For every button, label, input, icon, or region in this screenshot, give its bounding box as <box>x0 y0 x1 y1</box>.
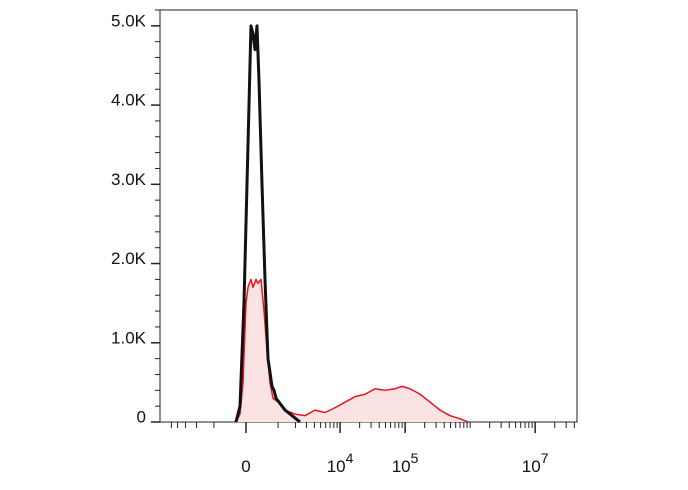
y-tick-label: 0 <box>137 407 146 426</box>
x-tick-label: 105 <box>392 450 419 477</box>
y-tick-label: 2.0K <box>111 249 147 268</box>
x-tick-exponent: 5 <box>411 450 419 466</box>
y-tick-label: 1.0K <box>111 328 147 347</box>
x-tick-exponent: 4 <box>346 450 354 466</box>
x-tick-exponent: 7 <box>541 450 549 466</box>
histogram-line <box>234 24 301 424</box>
plot-frame <box>159 9 578 423</box>
y-tick-label: 4.0K <box>111 91 147 110</box>
x-tick-base: 10 <box>327 457 346 476</box>
x-tick-base: 0 <box>241 457 250 476</box>
y-tick-label: 3.0K <box>111 170 147 189</box>
x-tick-label: 104 <box>327 450 354 477</box>
y-tick-label: 5.0K <box>111 11 147 30</box>
x-tick-label: 0 <box>241 457 250 476</box>
histogram-line <box>235 278 469 423</box>
area-fill <box>235 279 469 422</box>
x-tick-label: 107 <box>522 450 549 477</box>
x-tick-base: 10 <box>522 457 541 476</box>
x-tick-base: 10 <box>392 457 411 476</box>
